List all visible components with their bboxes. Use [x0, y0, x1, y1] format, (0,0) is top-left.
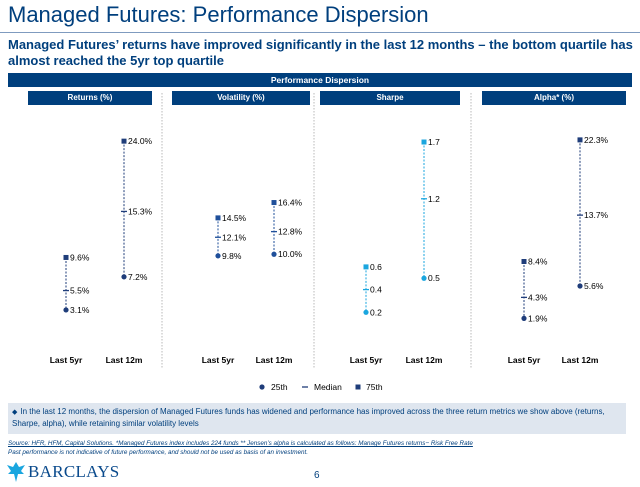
p75-marker — [121, 138, 127, 144]
category-label: Last 5yr — [50, 355, 83, 365]
summary-text: In the last 12 months, the dispersion of… — [12, 407, 605, 428]
barclays-logo: BARCLAYS — [6, 461, 120, 483]
p75-marker — [271, 200, 277, 206]
source-note: Source: HFR, HFM, Capital Solutions. *Ma… — [8, 440, 473, 447]
p75-marker — [521, 259, 527, 264]
median-label: 15.3% — [128, 206, 153, 216]
panel-header-sharpe: Sharpe — [320, 91, 460, 105]
page-title: Managed Futures: Performance Dispersion — [8, 2, 429, 27]
category-label: Last 12m — [406, 355, 443, 365]
p25-marker — [121, 274, 127, 280]
bullet-icon: ◆ — [12, 409, 18, 416]
p75-marker — [421, 139, 427, 145]
panel-header-returns: Returns (%) — [28, 91, 152, 105]
median-label: 1.2 — [428, 194, 440, 204]
panel-header-volatility: Volatility (%) — [172, 91, 310, 105]
p25-marker — [577, 283, 583, 289]
page-subtitle: Managed Futures’ returns have improved s… — [8, 37, 633, 68]
title-divider — [0, 32, 640, 33]
p25-marker — [363, 309, 369, 315]
median-label: 0.4 — [370, 285, 382, 295]
p25-marker — [421, 275, 427, 281]
category-label: Last 12m — [562, 355, 599, 365]
p25-marker — [215, 253, 221, 259]
p75-label: 0.6 — [370, 262, 382, 272]
p75-marker — [363, 264, 369, 270]
chart-banner: Performance Dispersion — [8, 73, 632, 87]
p75-label: 16.4% — [278, 198, 303, 208]
p25-marker — [271, 251, 277, 257]
p75-label: 8.4% — [528, 257, 548, 267]
disclaimer: Past performance is not indicative of fu… — [8, 449, 308, 456]
category-label: Last 5yr — [350, 355, 383, 365]
category-label: Last 12m — [256, 355, 293, 365]
p25-label: 0.2 — [370, 307, 382, 317]
median-label: 13.7% — [584, 210, 609, 220]
category-label: Last 5yr — [508, 355, 541, 365]
p25-label: 9.8% — [222, 251, 242, 261]
p75-label: 24.0% — [128, 136, 153, 146]
legend-p75-label: 75th — [366, 382, 383, 392]
legend-median-label: Median — [314, 382, 342, 392]
p25-label: 7.2% — [128, 272, 148, 282]
p25-label: 10.0% — [278, 249, 303, 259]
p25-marker — [521, 315, 527, 321]
p25-label: 1.9% — [528, 313, 548, 323]
p75-marker — [215, 215, 221, 221]
category-label: Last 12m — [106, 355, 143, 365]
eagle-icon — [7, 462, 25, 482]
panel-header-alpha: Alpha* (%) — [482, 91, 626, 105]
page-number: 6 — [314, 470, 320, 481]
p75-label: 1.7 — [428, 137, 440, 147]
median-label: 12.1% — [222, 232, 247, 242]
p75-marker — [577, 137, 583, 143]
p75-label: 14.5% — [222, 213, 247, 223]
median-label: 4.3% — [528, 292, 548, 302]
median-label: 12.8% — [278, 227, 303, 237]
legend-p75-marker — [355, 384, 361, 390]
p25-label: 0.5 — [428, 273, 440, 283]
p75-label: 9.6% — [70, 252, 90, 262]
category-label: Last 5yr — [202, 355, 235, 365]
p75-label: 22.3% — [584, 135, 609, 145]
summary-box: ◆ In the last 12 months, the dispersion o… — [8, 403, 626, 434]
legend-p25-marker — [259, 384, 265, 390]
brand-name: BARCLAYS — [28, 462, 120, 481]
p75-marker — [63, 254, 69, 260]
legend-p25-label: 25th — [271, 382, 288, 392]
median-label: 5.5% — [70, 286, 90, 296]
p25-marker — [63, 307, 69, 313]
p25-label: 3.1% — [70, 305, 90, 315]
p25-label: 5.6% — [584, 281, 604, 291]
dispersion-chart: 9.6% 5.5% 3.1% Last 5yr 24.0% 15.3% 7.2% Last 1… — [50, 93, 609, 392]
